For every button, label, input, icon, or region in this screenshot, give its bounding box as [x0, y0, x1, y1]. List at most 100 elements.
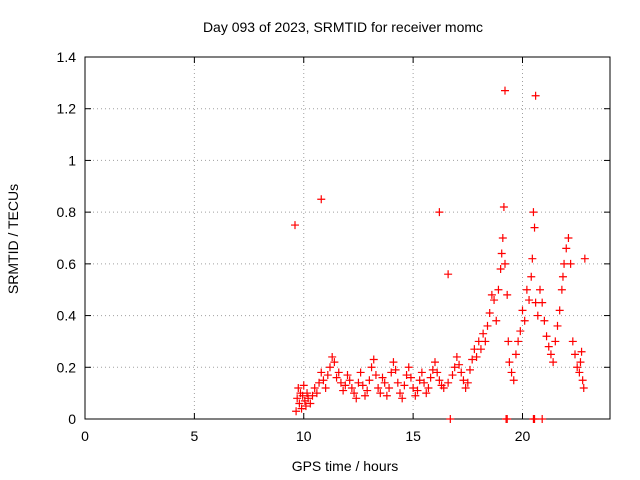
data-point: [479, 329, 488, 338]
y-tick-label: 0.4: [57, 308, 77, 324]
data-point: [580, 254, 589, 263]
data-point: [459, 376, 468, 385]
data-point: [339, 386, 348, 395]
data-point: [298, 391, 307, 400]
data-point: [566, 259, 575, 268]
data-point: [529, 208, 538, 217]
y-tick-label: 0.2: [57, 359, 77, 375]
data-point: [301, 402, 310, 411]
data-point: [391, 365, 400, 374]
data-point: [371, 371, 380, 380]
data-point: [406, 373, 415, 382]
data-point: [444, 270, 453, 279]
data-point: [376, 389, 385, 398]
data-point: [450, 363, 459, 372]
data-point: [398, 394, 407, 403]
data-point: [553, 321, 562, 330]
data-point: [468, 355, 477, 364]
data-point: [520, 316, 529, 325]
data-point: [317, 368, 326, 377]
data-point: [361, 391, 369, 400]
data-point: [487, 290, 496, 299]
data-point: [476, 345, 485, 354]
data-point: [336, 378, 345, 387]
data-point: [501, 259, 509, 268]
data-point: [522, 285, 531, 294]
data-point: [507, 368, 516, 377]
data-point: [426, 373, 435, 382]
data-point: [514, 337, 523, 346]
y-tick-label: 1.4: [57, 49, 77, 65]
data-point: [564, 234, 573, 242]
data-point: [496, 265, 505, 274]
data-point: [317, 195, 326, 204]
data-point: [530, 223, 539, 232]
data-point: [299, 381, 308, 390]
data-point: [509, 376, 518, 385]
data-point: [461, 383, 470, 392]
data-point: [472, 352, 481, 361]
data-point: [393, 378, 402, 387]
data-point: [304, 394, 313, 403]
data-point: [367, 363, 376, 372]
data-point: [415, 376, 424, 385]
data-point: [571, 350, 579, 359]
data-point: [485, 308, 494, 317]
data-point: [542, 332, 551, 341]
data-point: [498, 234, 507, 242]
data-point: [490, 296, 499, 305]
data-point: [297, 404, 306, 413]
data-point: [319, 376, 328, 385]
data-point: [420, 378, 429, 387]
data-point: [293, 394, 302, 403]
y-tick-label: 0.8: [57, 204, 77, 220]
data-point: [365, 376, 374, 385]
data-point: [531, 91, 540, 100]
data-point: [511, 350, 520, 359]
x-tick-labels: 0 5 10 15 20: [81, 428, 530, 444]
data-point: [481, 337, 490, 346]
data-point: [345, 376, 354, 385]
data-point: [295, 399, 304, 408]
data-point: [354, 378, 363, 387]
x-tick-label: 20: [515, 428, 531, 444]
data-point: [463, 378, 472, 387]
data-point: [466, 365, 474, 374]
data-point: [369, 355, 378, 364]
data-point: [457, 368, 466, 377]
data-point: [308, 391, 317, 400]
data-point: [455, 360, 464, 369]
y-tick-label: 0: [68, 411, 76, 427]
data-point: [343, 371, 352, 380]
data-point: [341, 381, 350, 390]
data-point: [402, 371, 411, 380]
data-point: [516, 327, 525, 336]
data-point: [527, 272, 536, 281]
data-point: [323, 371, 332, 380]
data-point: [578, 376, 587, 385]
data-point: [502, 415, 511, 423]
data-point: [538, 415, 547, 423]
axes: [84, 56, 611, 420]
data-point: [312, 389, 321, 398]
data-point: [492, 316, 501, 325]
data-point: [505, 358, 514, 367]
data-point: [558, 272, 567, 281]
data-point: [303, 389, 312, 398]
data-point: [396, 389, 404, 398]
data-point: [352, 394, 361, 403]
x-axis-label: GPS time / hours: [292, 458, 399, 474]
data-point: [533, 311, 542, 320]
data-point: [544, 342, 553, 351]
data-point: [494, 285, 503, 294]
data-point: [577, 347, 586, 356]
data-point: [503, 290, 512, 299]
data-point: [292, 407, 301, 416]
data-point: [551, 337, 560, 346]
data-point: [499, 202, 508, 211]
data-point: [518, 306, 527, 315]
data-point: [387, 368, 396, 377]
data-point: [448, 371, 457, 380]
